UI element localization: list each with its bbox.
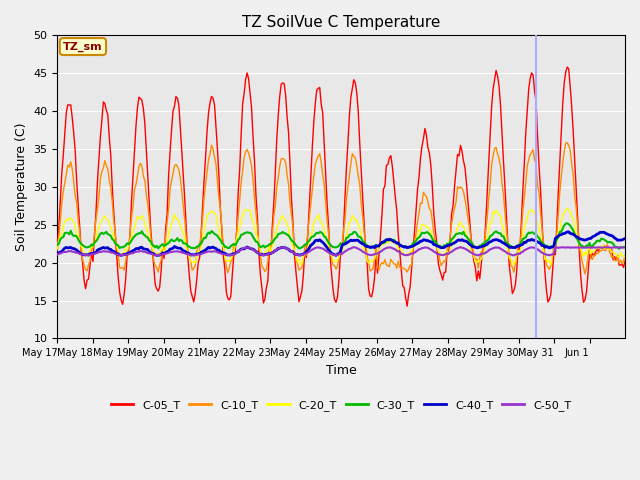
Legend: C-05_T, C-10_T, C-20_T, C-30_T, C-40_T, C-50_T: C-05_T, C-10_T, C-20_T, C-30_T, C-40_T, … [107,396,576,415]
Text: TZ_sm: TZ_sm [63,41,102,52]
Title: TZ SoilVue C Temperature: TZ SoilVue C Temperature [242,15,440,30]
Y-axis label: Soil Temperature (C): Soil Temperature (C) [15,122,28,251]
X-axis label: Time: Time [326,364,356,377]
